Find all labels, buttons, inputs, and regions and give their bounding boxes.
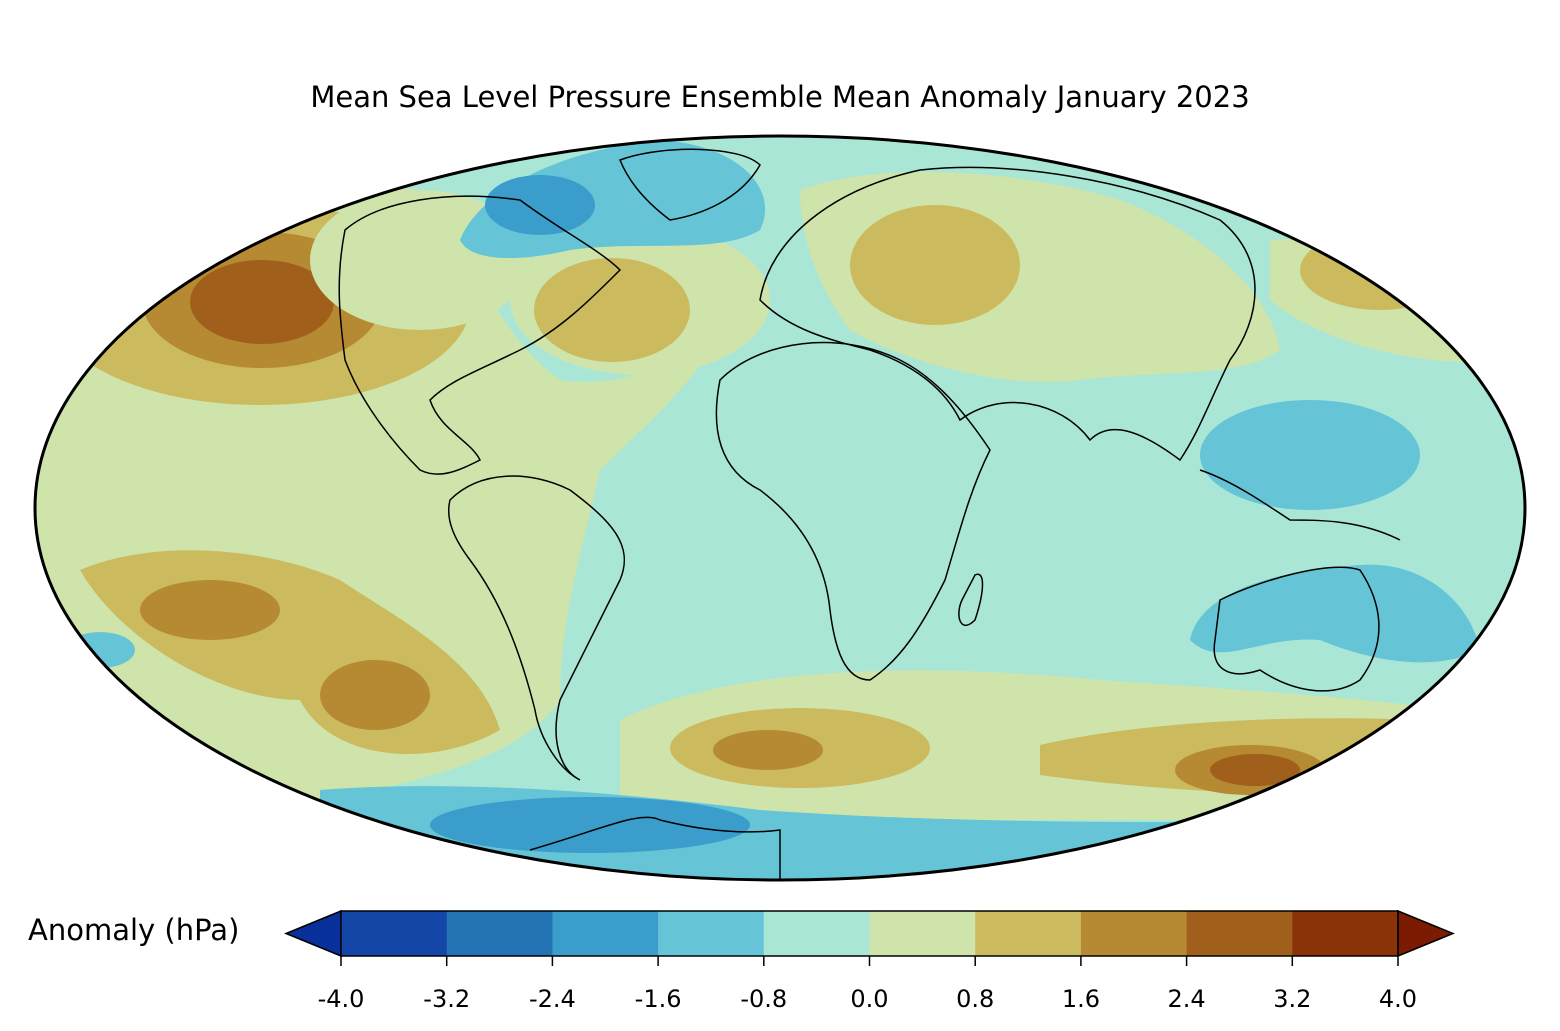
colorbar-bin [763, 911, 870, 956]
colorbar-bin [1186, 911, 1293, 956]
colorbar-under-extension [284, 909, 342, 958]
field-npac-3 [190, 260, 334, 344]
colorbar-tick-label: 3.2 [1273, 985, 1311, 1013]
field-spac-positive-2 [140, 580, 280, 640]
antarctica-coastline [529, 816, 781, 880]
field-australia-negative [1190, 564, 1480, 663]
colorbar-tick-label: -2.4 [529, 985, 576, 1013]
colorbar-tick-label: 1.6 [1062, 985, 1100, 1013]
map-title: Mean Sea Level Pressure Ensemble Mean An… [310, 80, 1250, 114]
field-spac-positive-3 [320, 660, 430, 730]
field-greenland-negative-2 [485, 175, 595, 235]
colorbar-ticks: -4.0 -3.2 -2.4 -1.6 -0.8 0.0 0.8 1.6 2.4 3.2 4.0 [318, 956, 1417, 1013]
colorbar-tick-label: 2.4 [1168, 985, 1206, 1013]
colorbar-bin [341, 911, 448, 956]
colorbar-tick-label: 0.8 [956, 985, 994, 1013]
anomaly-map [33, 134, 1527, 882]
colorbar-bin [869, 911, 976, 956]
coastlines [338, 148, 1401, 880]
colorbar-label: Anomaly (hPa) [28, 913, 240, 947]
colorbar-bin [1292, 911, 1399, 956]
field-natl-positive-2 [534, 258, 690, 362]
globe-boundary [33, 134, 1527, 882]
greenland-coastline [619, 148, 761, 221]
africa-coastline [715, 341, 991, 681]
colorbar-tick-label: -1.6 [635, 985, 682, 1013]
colorbar-bins [284, 909, 1455, 958]
colorbar-bin [1080, 911, 1188, 956]
madagascar-coastline [958, 573, 984, 627]
south-america-coastline [448, 475, 626, 781]
colorbar-bin [446, 911, 553, 956]
colorbar-bin [552, 911, 659, 956]
australia-coastline [1213, 566, 1380, 692]
colorbar-over-extension [1397, 909, 1455, 958]
colorbar-bin [975, 911, 1082, 956]
field-satl-positive-2 [713, 730, 823, 770]
field-maritime-negative [1200, 400, 1420, 510]
field-saus-positive-3 [1210, 754, 1300, 786]
colorbar-tick-label: 4.0 [1379, 985, 1417, 1013]
colorbar-tick-label: -4.0 [318, 985, 365, 1013]
colorbar-bin [658, 911, 765, 956]
colorbar-tick-label: -0.8 [740, 985, 787, 1013]
eurasia-coastline [759, 166, 1256, 462]
field-antarctic-negative-2 [430, 797, 750, 853]
colorbar-tick-label: 0.0 [850, 985, 888, 1013]
north-america-coastline [338, 195, 622, 475]
colorbar-tick-label: -3.2 [423, 985, 470, 1013]
field-eurasia-positive-2 [850, 205, 1020, 325]
maritime-coastline [1199, 469, 1401, 541]
